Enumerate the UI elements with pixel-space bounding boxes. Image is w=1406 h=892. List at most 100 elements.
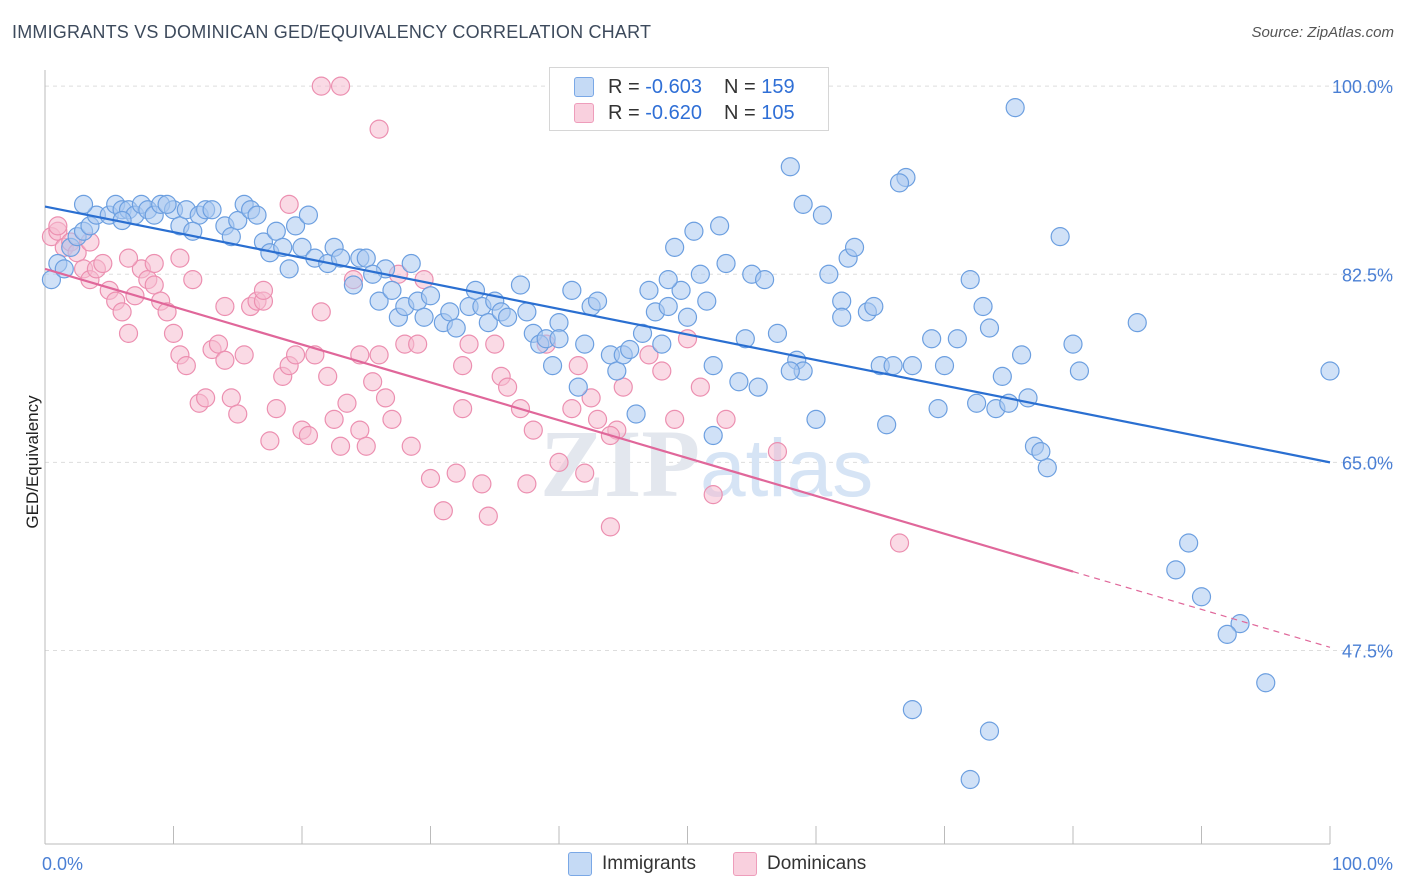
immigrants-point: [658, 270, 678, 290]
immigrants-point: [806, 409, 826, 429]
immigrants-point: [369, 291, 389, 311]
dominicans-point: [93, 253, 113, 274]
dominicans-point: [478, 506, 498, 526]
dominicans-point: [453, 356, 473, 376]
immigrants-point: [620, 339, 640, 360]
dominicans-point: [356, 436, 376, 456]
x-tick-label: 100.0%: [1332, 854, 1393, 874]
dominicans-point: [690, 377, 710, 397]
immigrants-point: [498, 307, 518, 327]
y-tick-label: 65.0%: [1342, 453, 1393, 473]
immigrants-point: [247, 205, 267, 225]
dominicans-point: [170, 248, 190, 268]
dominicans-point: [889, 533, 910, 553]
immigrants-point: [960, 270, 980, 290]
immigrants-point: [446, 318, 466, 338]
immigrants-point: [1217, 624, 1237, 644]
legend-item-immigrants[interactable]: Immigrants: [568, 852, 696, 876]
immigrants-point: [877, 415, 897, 435]
dominicans-point: [48, 216, 68, 236]
legend-item-dominicans[interactable]: Dominicans: [733, 852, 866, 876]
dominicans-point: [562, 399, 582, 419]
immigrants-point: [812, 205, 833, 225]
immigrants-point: [292, 237, 312, 257]
immigrants-point: [1069, 361, 1090, 381]
dominicans-trend-extension: [1072, 571, 1331, 648]
immigrants-point: [793, 194, 813, 214]
legend-row-dominicans: R = -0.620 N = 105: [574, 100, 795, 126]
immigrants-point: [684, 221, 704, 241]
dominicans-point: [581, 388, 601, 408]
immigrants-point: [626, 404, 646, 424]
legend-n-label: N =: [723, 75, 756, 98]
dominicans-point: [221, 388, 241, 408]
dominicans-point: [163, 323, 184, 343]
immigrants-point: [992, 366, 1012, 386]
dominicans-point: [183, 270, 203, 290]
dominicans-point: [118, 323, 139, 343]
dominicans-point: [453, 399, 473, 419]
immigrants-point: [549, 329, 569, 349]
immigrants-point: [844, 237, 865, 257]
immigrants-point: [157, 194, 177, 214]
immigrants-point: [780, 157, 800, 177]
dominicans-point: [260, 431, 280, 451]
dominicans-point: [350, 420, 370, 440]
dominicans-point: [330, 436, 351, 456]
dominicans-point: [613, 377, 633, 397]
immigrants-point: [478, 313, 498, 333]
dominicans-point: [298, 425, 319, 446]
dominicans-point: [472, 474, 492, 494]
dominicans-point: [228, 404, 248, 424]
legend-swatch-blue: [574, 77, 594, 97]
immigrants-point: [1063, 334, 1083, 354]
chart-title: IMMIGRANTS VS DOMINICAN GED/EQUIVALENCY …: [12, 22, 652, 42]
legend-r-value: -0.603: [645, 75, 702, 98]
dominicans-point: [652, 361, 672, 381]
immigrants-point: [665, 237, 685, 257]
immigrants-point: [922, 329, 942, 349]
dominicans-point: [369, 119, 389, 139]
tick-labels: 100.0% 82.5% 65.0% 47.5% 0.0% 100.0%: [42, 77, 1393, 874]
dominicans-point: [118, 248, 139, 268]
stats-legend: R = -0.603 N = 159 R = -0.620 N = 105: [549, 67, 829, 131]
immigrants-point: [575, 334, 595, 354]
immigrants-point: [1179, 533, 1199, 553]
immigrants-point: [607, 361, 627, 381]
immigrants-point: [780, 361, 800, 381]
legend-n-label: N =: [723, 101, 756, 124]
immigrants-trend-line: [44, 205, 1331, 464]
immigrants-point: [440, 302, 460, 322]
dominicans-point: [144, 253, 164, 274]
legend-r-label: R =: [608, 75, 640, 98]
immigrants-point: [729, 372, 749, 392]
y-tick-label: 82.5%: [1342, 265, 1393, 285]
chart-source: Source: ZipAtlas.com: [1251, 24, 1394, 41]
immigrants-point: [1320, 361, 1340, 381]
trend-lines: [44, 205, 1331, 648]
immigrants-point: [517, 302, 537, 322]
immigrants-point: [266, 221, 286, 241]
dominicans-point: [266, 399, 286, 419]
y-tick-label: 100.0%: [1332, 77, 1393, 97]
legend-swatch-pink: [574, 103, 594, 123]
immigrants-point: [973, 296, 993, 317]
y-tick-label: 47.5%: [1342, 642, 1393, 662]
dominicans-point: [665, 409, 685, 429]
dominicans-point: [523, 420, 543, 440]
immigrants-point: [587, 291, 608, 311]
immigrants-point: [979, 318, 1000, 338]
legend-swatch-immigrants: [568, 852, 592, 876]
legend-n-value: 159: [761, 75, 795, 98]
immigrants-point: [967, 393, 987, 413]
immigrants-point: [754, 270, 775, 290]
dominicans-point: [382, 409, 402, 429]
dominicans-point: [324, 409, 344, 429]
dominicans-point: [401, 436, 421, 456]
dominicans-point: [587, 409, 608, 429]
immigrants-point: [420, 286, 441, 306]
dominicans-point: [568, 356, 588, 376]
dominicans-point: [459, 334, 479, 354]
immigrants-point: [1050, 227, 1070, 247]
dominicans-point: [234, 345, 254, 365]
